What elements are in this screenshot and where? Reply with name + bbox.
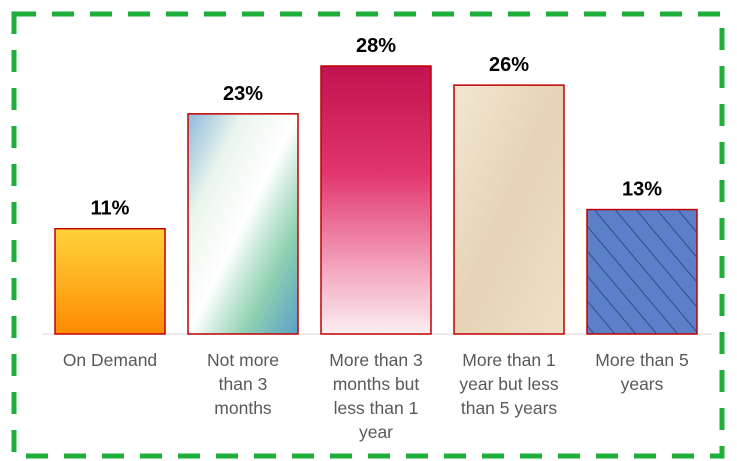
bar-group-0: 11% On Demand	[54, 198, 166, 370]
category-label-line: More than 3	[329, 350, 422, 370]
bar-group-3: 26% More than 1 year but less than 5 years	[453, 54, 565, 418]
chart-frame	[11, 11, 725, 459]
bar-group-4: 13% More than 5 years	[586, 179, 698, 394]
bar-group-1: 23% Not more than 3 months	[187, 83, 299, 418]
category-label-4: More than 5 years	[595, 350, 688, 394]
category-label-line: Not more	[207, 350, 279, 370]
value-label-3: 26%	[489, 54, 529, 76]
bar-4	[586, 208, 698, 335]
value-label-0: 11%	[91, 198, 130, 220]
bar-3	[453, 84, 565, 335]
category-label-0: On Demand	[63, 350, 157, 370]
category-label-line: than 3	[219, 374, 268, 394]
bar-2	[320, 65, 432, 335]
bar-0	[54, 227, 166, 335]
category-label-line: than 5 years	[461, 398, 558, 418]
bars-layer: 11% On Demand 23% Not more than 3 months 28% Mo…	[54, 35, 698, 442]
value-label-4: 13%	[622, 179, 662, 201]
category-label-line: year	[359, 422, 393, 442]
value-label-1: 23%	[223, 83, 263, 105]
category-label-1: Not more than 3 months	[207, 350, 279, 418]
category-label-line: year but less	[459, 374, 558, 394]
category-label-line: More than 1	[462, 350, 555, 370]
bar-1	[187, 113, 299, 335]
category-label-line: More than 5	[595, 350, 688, 370]
category-label-line: On Demand	[63, 350, 157, 370]
category-label-line: months but	[333, 374, 420, 394]
category-label-line: years	[621, 374, 664, 394]
value-label-2: 28%	[356, 35, 396, 57]
category-label-line: less than 1	[334, 398, 419, 418]
category-label-3: More than 1 year but less than 5 years	[459, 350, 558, 418]
bar-group-2: 28% More than 3 months but less than 1 year	[320, 35, 432, 442]
category-label-2: More than 3 months but less than 1 year	[329, 350, 422, 442]
category-label-line: months	[214, 398, 272, 418]
